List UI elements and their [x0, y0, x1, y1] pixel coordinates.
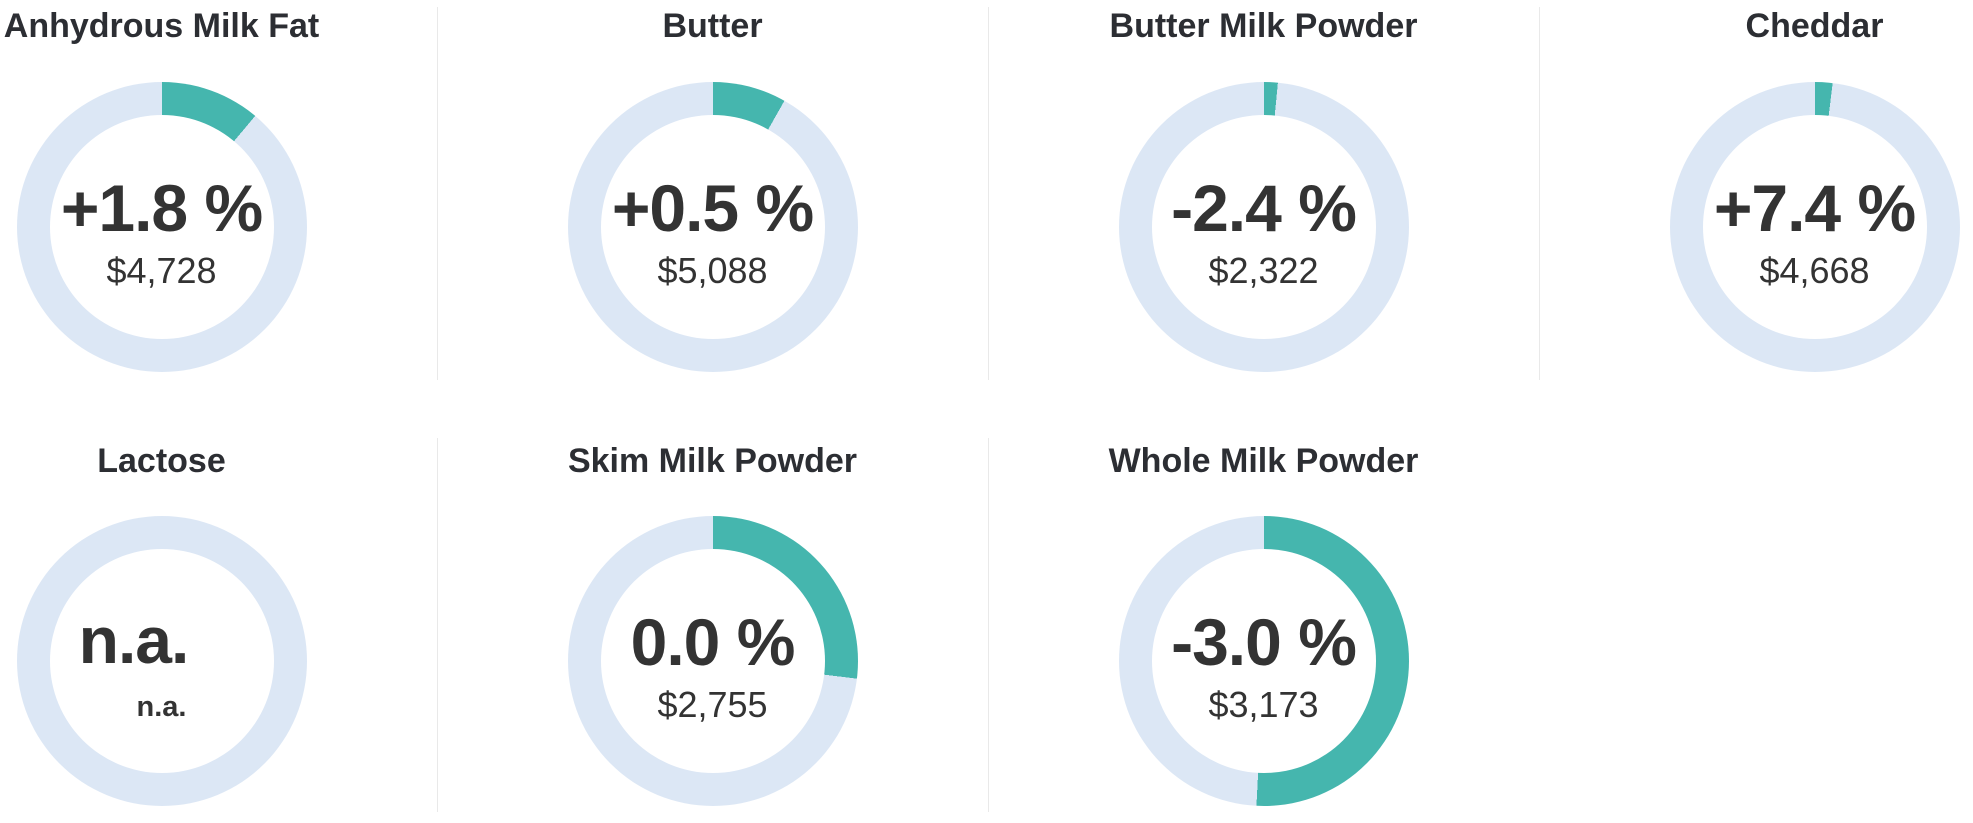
column-divider: [988, 438, 989, 812]
price-value: $2,322: [1208, 250, 1319, 291]
change-percent-value: -3.0 %: [1171, 605, 1357, 679]
donut-chart-whole-milk-powder[interactable]: -3.0 % $3,173: [1118, 516, 1409, 806]
product-title: Skim Milk Powder: [567, 442, 858, 480]
price-value: $3,173: [1208, 684, 1319, 725]
column-divider: [437, 438, 438, 812]
product-tile-cheddar: Cheddar +7.4 % $4,668: [1539, 0, 1973, 380]
donut-center: +1.8 % $4,728: [17, 82, 307, 372]
donut-center: -3.0 % $3,173: [1119, 516, 1409, 806]
product-tile-skim-milk-powder: Skim Milk Powder 0.0 % $2,755: [437, 380, 988, 823]
donut-chart-skim-milk-powder[interactable]: 0.0 % $2,755: [567, 516, 858, 806]
price-value: $4,728: [106, 250, 217, 291]
product-title: Butter: [662, 7, 763, 45]
change-percent-value: -2.4 %: [1171, 171, 1357, 245]
donut-center: n.a. n.a.: [17, 516, 307, 806]
price-value: $2,755: [657, 684, 768, 725]
product-title: Lactose: [97, 442, 226, 480]
product-tile-whole-milk-powder: Whole Milk Powder -3.0 % $3,173: [988, 380, 1539, 823]
donut-chart-lactose[interactable]: n.a. n.a.: [16, 516, 307, 806]
donut-chart-anhydrous-milk-fat[interactable]: +1.8 % $4,728: [16, 82, 307, 372]
row-1: Anhydrous Milk Fat +1.8 % $4,728 Butter …: [0, 0, 1973, 380]
donut-chart-cheddar[interactable]: +7.4 % $4,668: [1669, 82, 1960, 372]
price-value: $4,668: [1759, 250, 1870, 291]
change-percent-value: n.a.: [78, 603, 190, 677]
donut-chart-butter-milk-powder[interactable]: -2.4 % $2,322: [1118, 82, 1409, 372]
row-2: Lactose n.a. n.a. Skim Milk Powder 0.0 %…: [0, 380, 1973, 823]
column-divider: [437, 7, 438, 380]
product-tile-butter-milk-powder: Butter Milk Powder -2.4 % $2,322: [988, 0, 1539, 380]
donut-center: -2.4 % $2,322: [1119, 82, 1409, 372]
donut-chart-butter[interactable]: +0.5 % $5,088: [567, 82, 858, 372]
product-title: Cheddar: [1745, 7, 1884, 45]
price-value: $5,088: [657, 250, 768, 291]
change-percent-value: +0.5 %: [611, 171, 814, 245]
product-tile-lactose: Lactose n.a. n.a.: [0, 380, 437, 823]
column-divider: [988, 7, 989, 380]
price-value: n.a.: [136, 691, 187, 723]
change-percent-value: +7.4 %: [1713, 171, 1916, 245]
change-percent-value: +1.8 %: [60, 171, 263, 245]
product-title: Whole Milk Powder: [1108, 442, 1419, 480]
donut-center: +7.4 % $4,668: [1670, 82, 1960, 372]
product-title: Anhydrous Milk Fat: [3, 7, 320, 45]
product-title: Butter Milk Powder: [1109, 7, 1418, 45]
product-tile-butter: Butter +0.5 % $5,088: [437, 0, 988, 380]
donut-center: 0.0 % $2,755: [568, 516, 858, 806]
product-tile-anhydrous-milk-fat: Anhydrous Milk Fat +1.8 % $4,728: [0, 0, 437, 380]
column-divider: [1539, 7, 1540, 380]
donut-center: +0.5 % $5,088: [568, 82, 858, 372]
change-percent-value: 0.0 %: [630, 605, 796, 679]
